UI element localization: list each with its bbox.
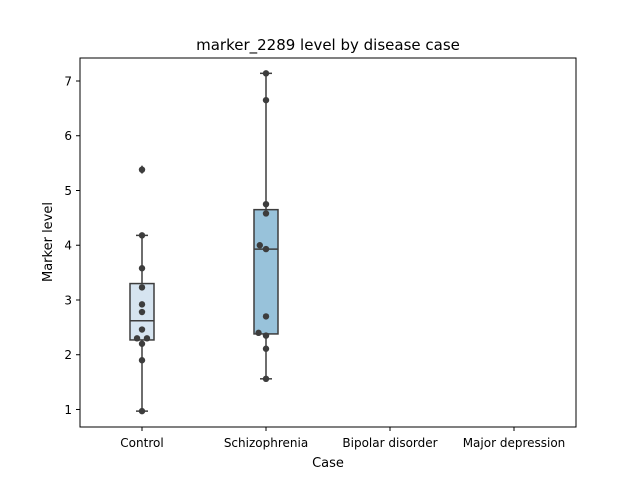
data-point xyxy=(138,407,146,415)
y-axis-label: Marker level xyxy=(41,202,56,282)
data-point xyxy=(138,357,146,364)
y-tick-label: 5 xyxy=(64,184,72,198)
y-tick-label: 3 xyxy=(64,293,72,307)
data-point xyxy=(262,200,270,208)
y-tick-label: 7 xyxy=(64,74,72,88)
data-point xyxy=(262,375,270,383)
data-point xyxy=(138,166,146,173)
x-tick-label: Major depression xyxy=(463,436,566,450)
data-point xyxy=(133,335,141,342)
data-point xyxy=(262,245,270,253)
data-point xyxy=(256,242,263,249)
y-tick-label: 1 xyxy=(64,403,72,417)
y-tick-label: 2 xyxy=(64,348,72,362)
data-point xyxy=(138,301,146,308)
data-point xyxy=(262,70,270,77)
x-tick-label: Control xyxy=(120,436,163,450)
data-point xyxy=(138,232,146,239)
data-point xyxy=(262,313,270,320)
data-point xyxy=(138,284,146,291)
y-tick-label: 4 xyxy=(64,239,72,253)
data-point xyxy=(262,96,270,104)
data-point xyxy=(138,308,146,316)
data-point xyxy=(262,345,270,352)
data-point xyxy=(255,329,262,337)
data-point xyxy=(138,340,146,347)
data-point xyxy=(262,210,270,217)
x-tick-label: Bipolar disorder xyxy=(342,436,437,450)
data-point xyxy=(138,326,146,333)
chart-title: marker_2289 level by disease case xyxy=(196,36,460,55)
y-tick-label: 6 xyxy=(64,129,72,143)
plot-frame xyxy=(79,57,577,428)
data-point xyxy=(262,332,270,339)
x-tick-label: Schizophrenia xyxy=(224,436,308,450)
data-point xyxy=(138,265,146,272)
data-point xyxy=(143,335,151,342)
x-axis-label: Case xyxy=(312,456,344,471)
